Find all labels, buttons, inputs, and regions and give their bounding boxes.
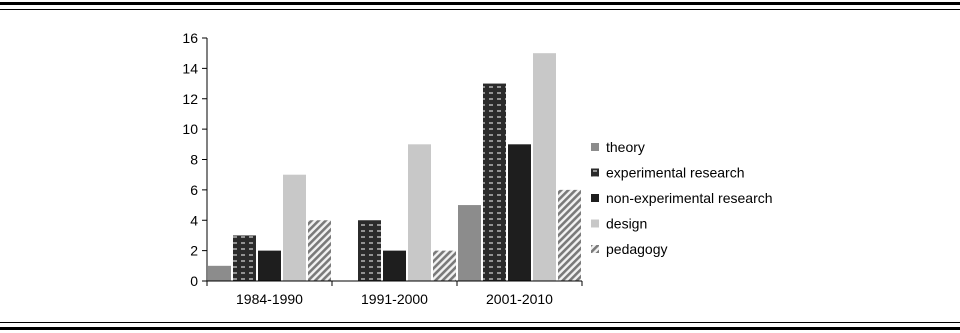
bar-design-1991-2000: [408, 144, 431, 281]
y-tick-label: 6: [190, 182, 198, 198]
bar-pedagogy-1991-2000: [433, 250, 456, 281]
legend-swatch-theory: [591, 143, 599, 151]
legend-swatch-pedagogy: [591, 245, 599, 253]
top-rule-thin: [0, 9, 960, 10]
y-tick-label: 10: [182, 121, 198, 137]
bar-experimental-research-1991-2000: [358, 220, 381, 281]
bar-design-2001-2010: [533, 53, 556, 281]
y-tick-label: 8: [190, 152, 198, 168]
x-tick-label: 1984-1990: [236, 291, 303, 307]
y-tick-label: 2: [190, 243, 198, 259]
top-rule-thick: [0, 2, 960, 5]
legend-swatch-experimental-research: [591, 168, 599, 177]
y-tick-label: 0: [190, 273, 198, 289]
bar-experimental-research-1984-1990: [233, 235, 256, 281]
x-tick-label: 2001-2010: [486, 291, 553, 307]
legend-label-pedagogy: pedagogy: [606, 241, 668, 257]
bar-non-experimental-research-2001-2010: [508, 144, 531, 281]
y-tick-label: 16: [182, 30, 198, 46]
legend-swatch-design: [591, 219, 599, 228]
bar-pedagogy-2001-2010: [558, 189, 581, 281]
bar-theory-2001-2010: [458, 205, 481, 281]
legend-label-theory: theory: [606, 139, 645, 155]
bar-experimental-research-2001-2010: [483, 83, 506, 281]
bar-design-1984-1990: [283, 174, 306, 281]
bar-non-experimental-research-1991-2000: [383, 250, 406, 281]
legend-swatch-non-experimental-research: [591, 194, 599, 202]
legend-label-non-experimental-research: non-experimental research: [606, 190, 773, 206]
y-tick-label: 14: [182, 60, 198, 76]
bottom-rule-thick: [0, 327, 960, 330]
bar-pedagogy-1984-1990: [308, 220, 331, 281]
bottom-rule-thin: [0, 322, 960, 323]
y-tick-label: 4: [190, 212, 198, 228]
legend-label-experimental-research: experimental research: [606, 165, 745, 181]
bar-theory-1984-1990: [208, 265, 231, 281]
x-tick-label: 1991-2000: [361, 291, 428, 307]
y-tick-label: 12: [182, 91, 198, 107]
bar-non-experimental-research-1984-1990: [258, 250, 281, 281]
legend-label-design: design: [606, 216, 647, 232]
